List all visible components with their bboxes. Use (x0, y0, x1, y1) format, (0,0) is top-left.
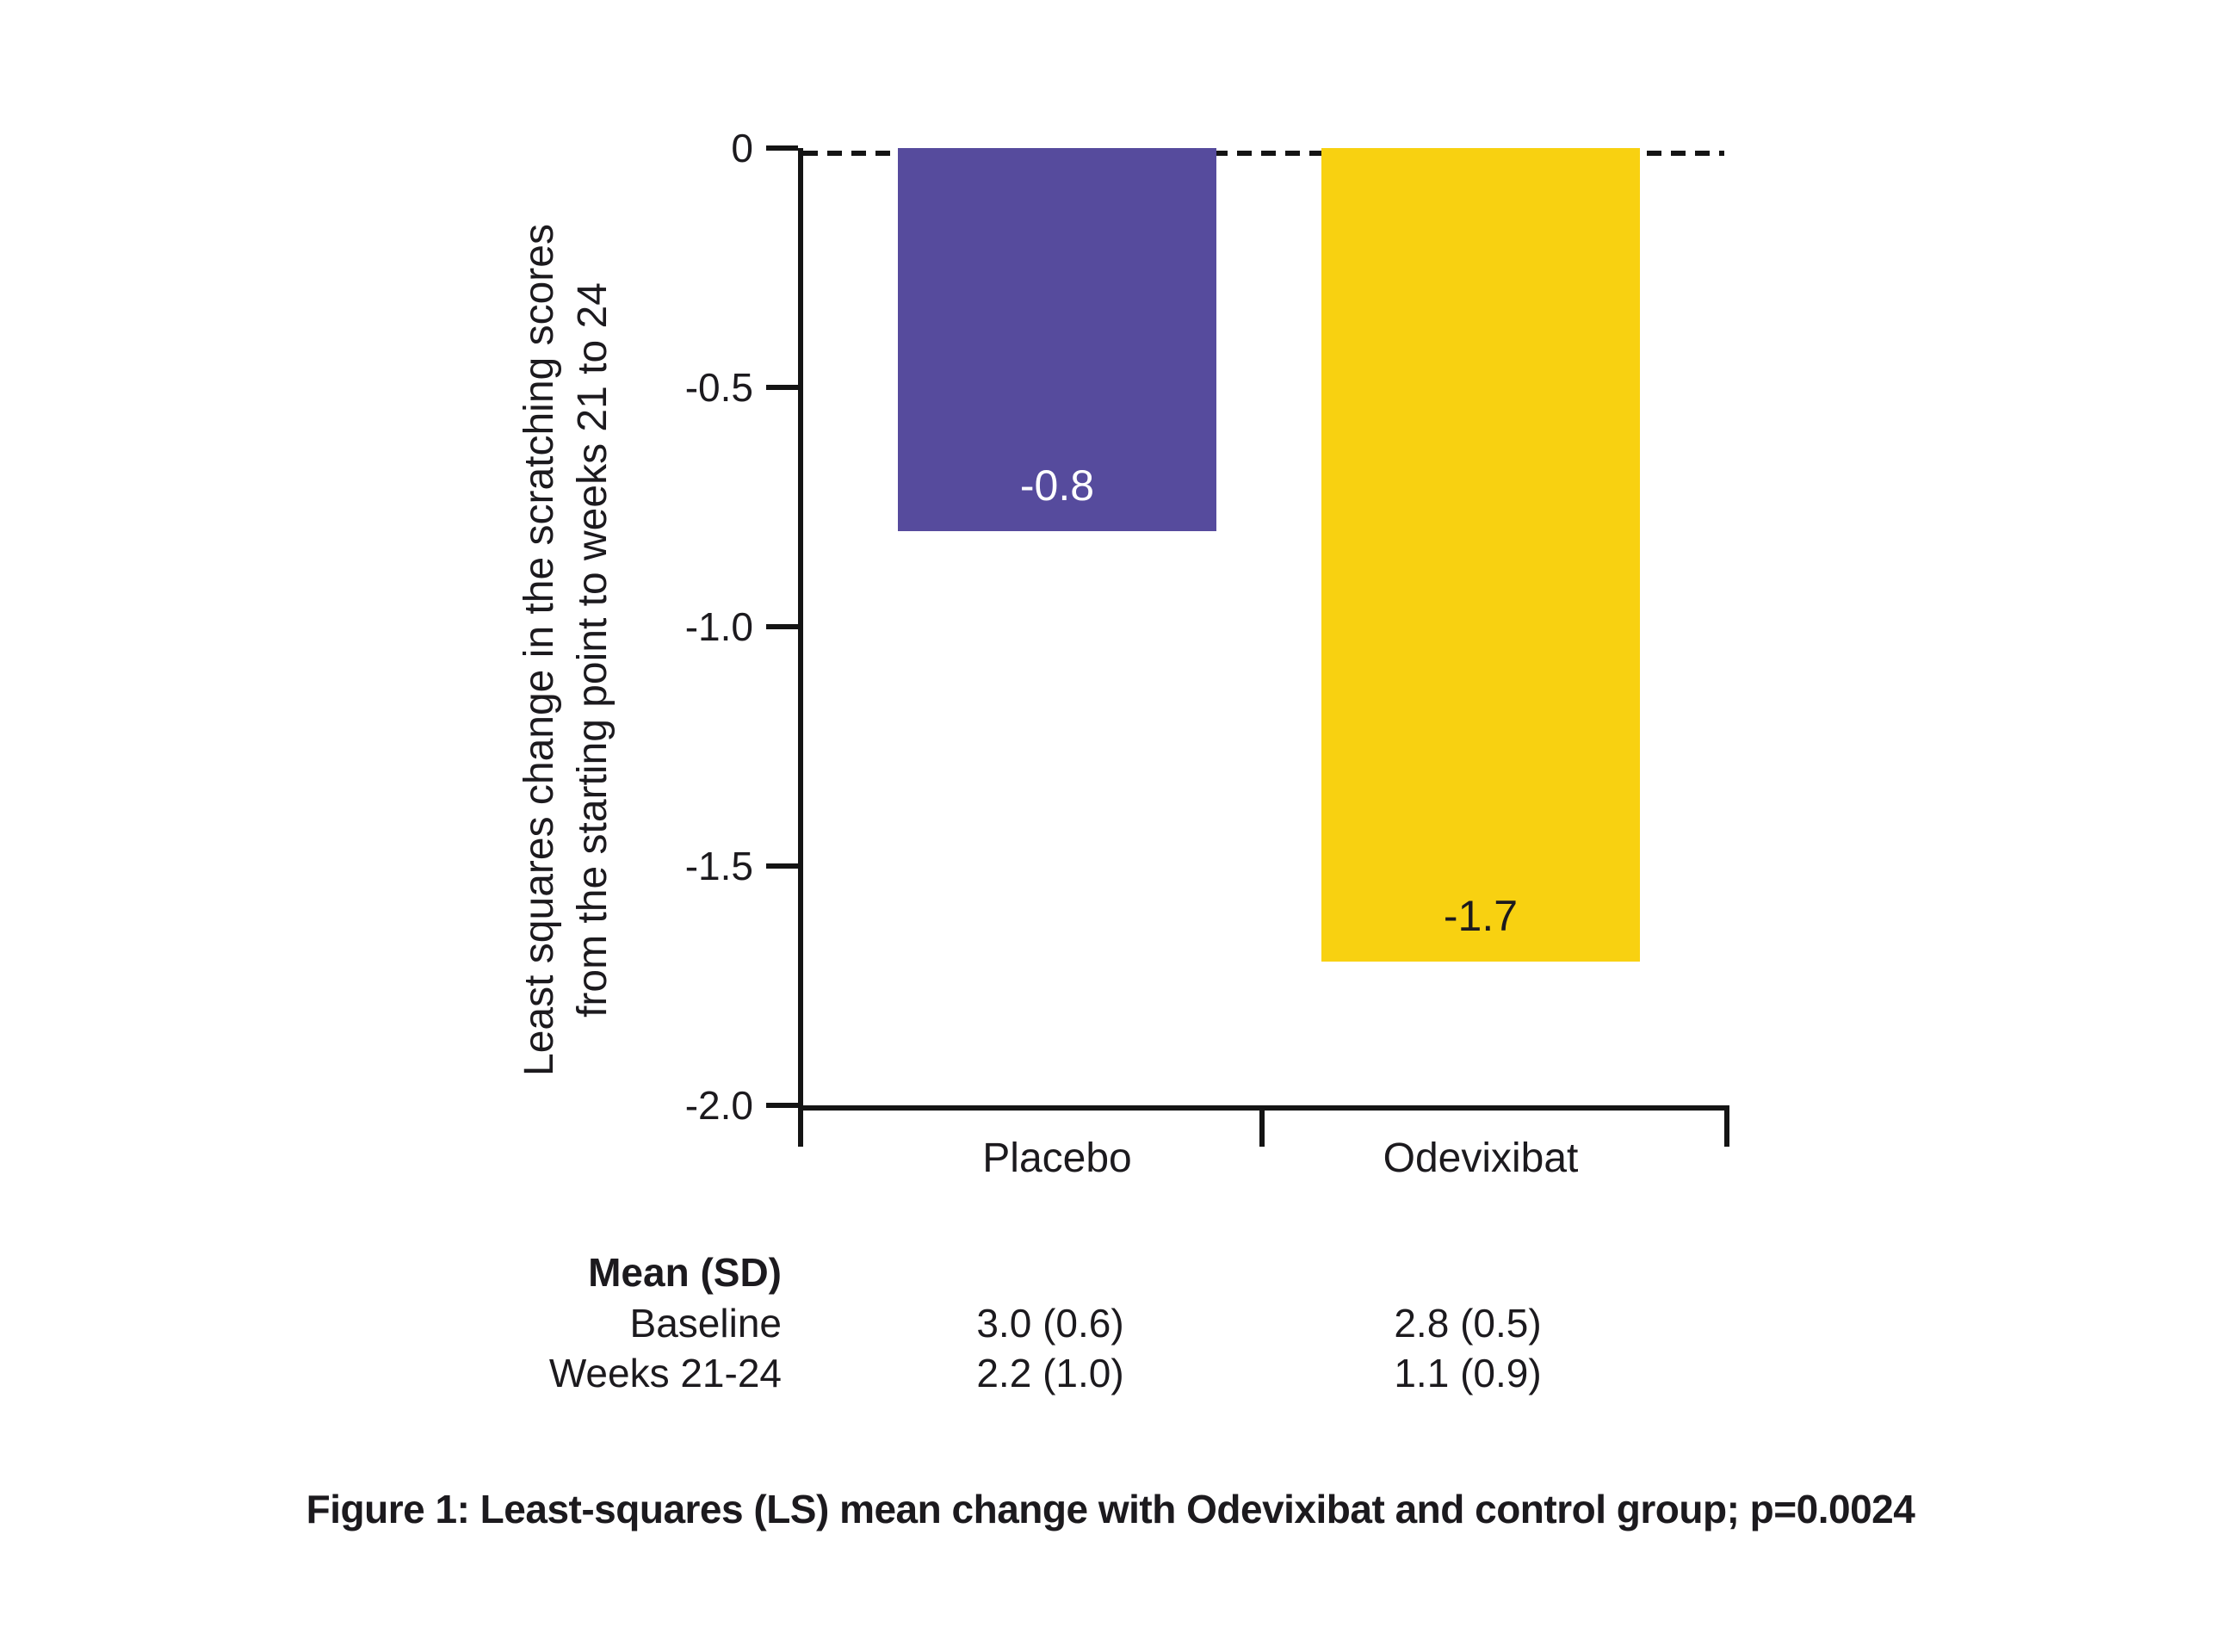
y-axis-title: Least squares change in the scratching s… (513, 90, 623, 1210)
y-tick-label-neg0-5: -0.5 (684, 365, 753, 410)
table-weeks-placebo-value: 2.2 (1.0) (976, 1351, 1124, 1395)
y-tick-label-neg1-5: -1.5 (684, 844, 753, 888)
table-header-mean-sd: Mean (SD) (588, 1250, 782, 1295)
y-tick-label-neg2-0: -2.0 (684, 1083, 753, 1128)
x-axis-tick-mid (1259, 1105, 1265, 1147)
figure-caption: Figure 1: Least-squares (LS) mean change… (306, 1487, 1915, 1531)
y-tick-neg0-5 (766, 385, 798, 390)
y-tick-neg2-0 (766, 1103, 798, 1108)
y-axis-title-line-2: from the starting point to weeks 21 to 2… (570, 282, 616, 1018)
y-tick-neg1-5 (766, 863, 798, 869)
y-axis-title-line-1: Least squares change in the scratching s… (517, 224, 562, 1076)
bar-placebo-value-label: -0.8 (1019, 461, 1095, 510)
table-baseline-placebo-value: 3.0 (0.6) (976, 1301, 1124, 1346)
y-tick-label-0: 0 (731, 126, 753, 170)
category-label-odevixibat: Odevixibat (1383, 1135, 1579, 1181)
table-weeks-odevixibat-value: 1.1 (0.9) (1394, 1351, 1542, 1395)
bar-odevixibat: -1.7 (1321, 148, 1640, 962)
category-label-placebo: Placebo (982, 1135, 1132, 1181)
table-baseline-odevixibat-value: 2.8 (0.5) (1394, 1301, 1542, 1346)
zero-dashed-line (803, 151, 1724, 156)
y-tick-0 (766, 145, 798, 151)
x-axis-tick-end (1724, 1105, 1729, 1147)
bar-chart: Least squares change in the scratching s… (513, 90, 1729, 1210)
table-row-weeks-label: Weeks 21-24 (548, 1351, 782, 1395)
y-tick-neg1-0 (766, 624, 798, 629)
table-row-baseline-label: Baseline (629, 1301, 782, 1346)
bar-odevixibat-value-label: -1.7 (1443, 892, 1519, 940)
y-axis-line (798, 148, 803, 1147)
y-tick-label-neg1-0: -1.0 (684, 604, 753, 649)
bar-placebo: -0.8 (898, 148, 1216, 531)
